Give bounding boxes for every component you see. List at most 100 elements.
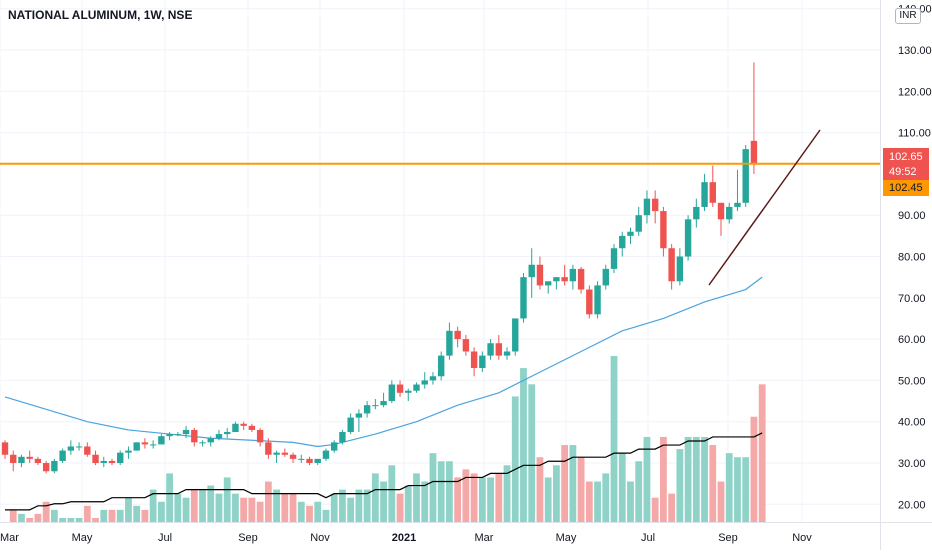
volume-bar (635, 461, 643, 522)
volume-bar (627, 481, 634, 522)
candle-body (709, 182, 716, 203)
volume-bar (34, 513, 42, 522)
candle-body (355, 413, 363, 418)
candle-body (339, 432, 346, 443)
candle-body (528, 264, 535, 278)
candle-body (594, 285, 601, 315)
candle-body (388, 384, 396, 402)
x-tick-label: Sep (718, 532, 738, 544)
candle-body (1, 442, 9, 455)
candle-body (289, 454, 297, 459)
candle-body (92, 454, 99, 463)
candle-body (240, 423, 247, 426)
horizontal-level-tag: 102.45 (883, 180, 929, 196)
candle-body (635, 215, 642, 232)
currency-badge[interactable]: INR (895, 8, 921, 24)
volume-bar (355, 489, 363, 522)
candle-body (59, 450, 66, 461)
candle-body (396, 384, 404, 393)
x-tick-label: Jul (158, 532, 172, 544)
volume-bar (404, 485, 412, 522)
candle-body (331, 442, 338, 451)
candle-body (479, 355, 486, 369)
candle-body (742, 149, 749, 203)
candle-body (199, 442, 206, 444)
moving-average-line (4, 276, 763, 448)
y-tick-label: 60.00 (898, 334, 926, 346)
volume-bar (75, 517, 83, 522)
candle-body (512, 318, 519, 352)
volume-bar (363, 489, 371, 522)
volume-bar (553, 465, 560, 522)
volume-bar (651, 497, 659, 522)
chart-title: NATIONAL ALUMINUM, 1W, NSE (8, 8, 193, 22)
volume-bar (42, 501, 50, 522)
volume-bar (339, 489, 346, 522)
volume-bar (83, 505, 91, 522)
candle-body (125, 450, 132, 453)
volume-bar (240, 497, 248, 522)
volume-bar (446, 461, 453, 522)
volume-bar (536, 457, 544, 522)
volume-bar (511, 396, 519, 522)
candle-body (487, 343, 494, 356)
volume-bar (684, 436, 692, 522)
volume-bar (487, 477, 494, 522)
candle-body (174, 434, 182, 436)
volume-bar (306, 505, 313, 522)
candle-body (347, 417, 354, 433)
volume-bar (709, 445, 717, 522)
volume-bar (503, 465, 511, 522)
y-tick-label: 80.00 (898, 252, 926, 264)
y-tick-label: 90.00 (898, 210, 926, 222)
candle-body (67, 446, 75, 451)
volume-bar (149, 489, 157, 522)
volume-bar (520, 368, 527, 522)
candle-body (380, 401, 387, 406)
candle-body (141, 442, 149, 445)
volume-bar (421, 481, 429, 522)
candle-body (372, 405, 379, 407)
volume-bar (108, 509, 116, 522)
volume-bar (676, 449, 684, 522)
candle-body (701, 182, 708, 207)
candle-body (314, 458, 321, 463)
volume-bar (643, 436, 651, 522)
candle-body (133, 442, 140, 451)
volume-ma-line (5, 432, 763, 511)
last-price-label: 102.65 (889, 151, 923, 163)
candle-body (306, 458, 313, 463)
volume-bar (750, 416, 758, 522)
volume-bar (223, 477, 231, 522)
volume-bar (9, 509, 17, 522)
candle-body (651, 198, 659, 212)
candle-body (569, 268, 577, 282)
volume-bar (116, 509, 124, 522)
candle-body (248, 425, 256, 430)
candle-body (158, 436, 165, 445)
volume-bar (133, 505, 141, 522)
candle-body (10, 454, 17, 463)
volume-bar (281, 493, 289, 522)
volume-bar (248, 497, 256, 522)
volume-bar (174, 493, 182, 522)
candle-body (610, 248, 618, 269)
candle-body (462, 339, 470, 352)
volume-bar (59, 517, 67, 522)
volume-bar (668, 493, 676, 522)
candle-body (191, 429, 198, 443)
volume-bar (18, 513, 25, 522)
x-tick-label: Mar (475, 532, 494, 544)
candle-body (207, 438, 214, 443)
candle-body (536, 264, 544, 286)
volume-bar (478, 477, 486, 522)
y-tick-label: 20.00 (898, 499, 926, 511)
volume-bar (577, 457, 585, 522)
volume-bar (141, 509, 149, 522)
candle-body (577, 268, 585, 290)
candle-body (108, 460, 116, 463)
candle-body (117, 452, 124, 463)
candle-body (660, 211, 667, 249)
